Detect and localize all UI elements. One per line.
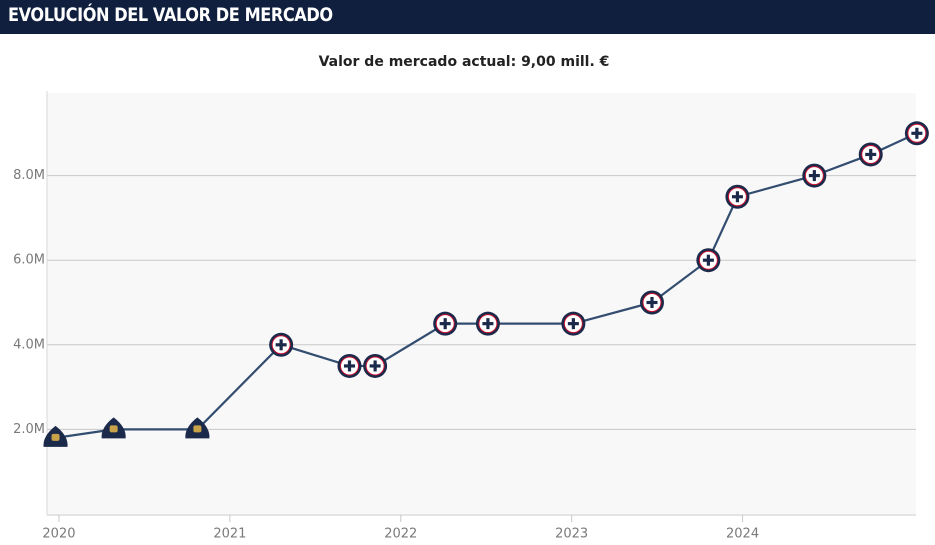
club-marker [725, 184, 750, 209]
club-marker [904, 121, 929, 146]
badge-cross-h [646, 300, 658, 305]
club-marker [858, 142, 883, 167]
club-marker [561, 311, 586, 336]
badge-cross-h [343, 364, 355, 368]
header-bar: EVOLUCIÓN DEL VALOR DE MERCADO [0, 0, 935, 34]
badge-cross-h [808, 174, 820, 178]
y-tick-label: 2.0M [13, 422, 45, 437]
badge-emblem [193, 425, 202, 433]
badge-cross-h [911, 131, 923, 135]
club-marker [696, 248, 721, 273]
chart: Valor de mercado actual: 9,00 mill. € 2.… [13, 54, 929, 542]
badge-cross-h [731, 195, 743, 199]
badge-cross-h [865, 152, 877, 157]
y-tick-label: 8.0M [13, 168, 45, 183]
club-marker [433, 311, 458, 336]
badge-cross-h [482, 322, 494, 326]
club-marker [337, 353, 362, 378]
x-tick-label: 2022 [384, 527, 417, 542]
badge-cross-h [702, 258, 714, 262]
club-marker [269, 332, 294, 357]
club-marker [101, 417, 126, 439]
x-tick-label: 2021 [213, 527, 246, 542]
x-tick-label: 2023 [555, 527, 588, 542]
badge-emblem [51, 433, 60, 441]
club-marker [639, 290, 664, 315]
badge-cross-h [439, 322, 451, 326]
badge-emblem [109, 425, 118, 433]
x-tick-label: 2024 [726, 527, 759, 542]
badge-cross-h [369, 364, 381, 368]
x-tick-label: 2020 [42, 527, 75, 542]
club-marker [43, 425, 68, 447]
y-tick-label: 6.0M [13, 253, 45, 268]
club-marker [363, 353, 388, 378]
club-marker [475, 311, 500, 336]
plot-background [47, 93, 916, 514]
badge-cross-h [567, 322, 579, 326]
header-title: EVOLUCIÓN DEL VALOR DE MERCADO [8, 4, 333, 26]
badge-cross-h [275, 343, 287, 347]
y-tick-label: 4.0M [13, 337, 45, 352]
club-marker [185, 417, 210, 439]
club-marker [802, 163, 827, 188]
chart-subtitle: Valor de mercado actual: 9,00 mill. € [319, 54, 610, 70]
